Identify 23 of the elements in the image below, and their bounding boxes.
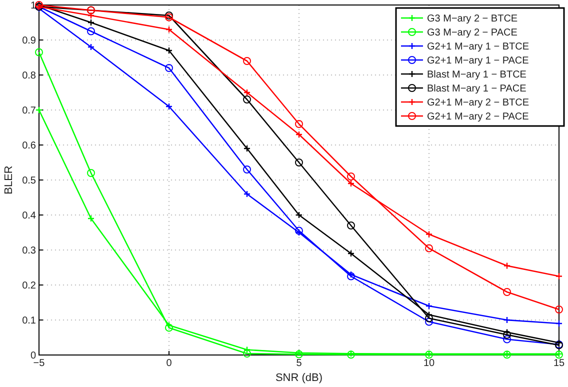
x-tick-label: 10 <box>423 358 435 369</box>
y-tick-label: 0.4 <box>22 210 36 222</box>
y-tick-label: 0.6 <box>22 140 36 152</box>
x-axis-title: SNR (dB) <box>275 372 323 384</box>
legend-label: G3 M−ary 2 − BTCE <box>427 14 518 24</box>
legend-label: G2+1 M−ary 2 − PACE <box>427 112 530 122</box>
y-tick-label: 0.3 <box>22 246 36 256</box>
legend-label: G2+1 M−ary 1 − BTCE <box>427 42 530 52</box>
x-tick-label: 0 <box>166 358 172 369</box>
legend-label: G2+1 M−ary 2 − BTCE <box>427 98 530 108</box>
y-tick-label: 0.1 <box>22 316 36 326</box>
legend-label: G2+1 M−ary 1 − PACE <box>427 56 530 66</box>
y-tick-label: 0.7 <box>22 106 36 116</box>
y-tick-label: 0.9 <box>22 36 36 46</box>
legend-label: Blast M−ary 1 − PACE <box>427 84 527 94</box>
x-tick-label: 15 <box>553 358 565 369</box>
legend-label: G3 M−ary 2 − PACE <box>427 28 518 38</box>
y-axis-title: BLER <box>3 166 15 194</box>
legend-label: Blast M−ary 1 − BTCE <box>427 70 527 80</box>
y-tick-label: 0.2 <box>22 280 36 292</box>
x-tick-label: 5 <box>296 358 302 369</box>
y-tick-label: 0.8 <box>22 70 36 82</box>
y-tick-label: 0.5 <box>22 176 36 186</box>
